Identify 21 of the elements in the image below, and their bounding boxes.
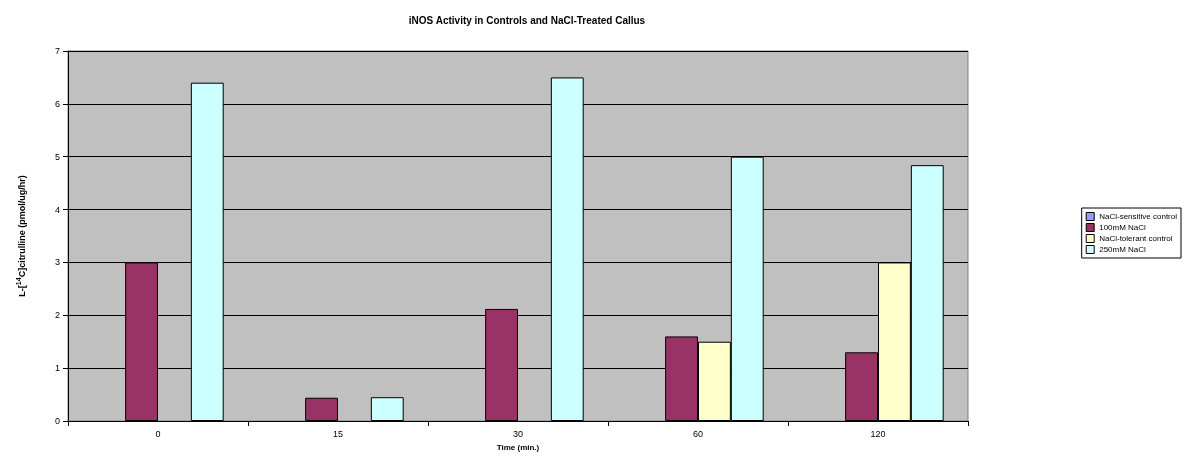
y-tick-label: 7 [54, 46, 60, 56]
bar [305, 397, 338, 421]
y-tick-label: 1 [54, 363, 60, 374]
x-tick-label: 15 [332, 428, 344, 439]
legend-label: NaCl-sensitive control [1099, 212, 1178, 221]
x-tick-label: 120 [870, 428, 886, 439]
y-tick-label: 3 [54, 257, 60, 268]
chart-title: iNOS Activity in Controls and NaCl-Treated Callus [408, 14, 646, 26]
x-axis-title: Time (min.) [496, 442, 540, 452]
x-tick-label: 30 [512, 428, 524, 439]
y-tick-label: 4 [54, 204, 60, 215]
x-tick-label: 0 [155, 428, 161, 439]
y-tick-label: 6 [54, 98, 60, 109]
y-tick-label: 2 [54, 310, 60, 321]
x-tick-label: 60 [692, 428, 704, 439]
y-tick-label: 0 [54, 416, 60, 426]
bar [370, 397, 404, 421]
legend-label: 100mM NaCl [1099, 223, 1147, 232]
y-tick-label: 5 [54, 151, 60, 162]
legend-label: 250mM NaCl [1099, 245, 1147, 254]
legend-label: NaCl-tolerant control [1099, 234, 1173, 243]
